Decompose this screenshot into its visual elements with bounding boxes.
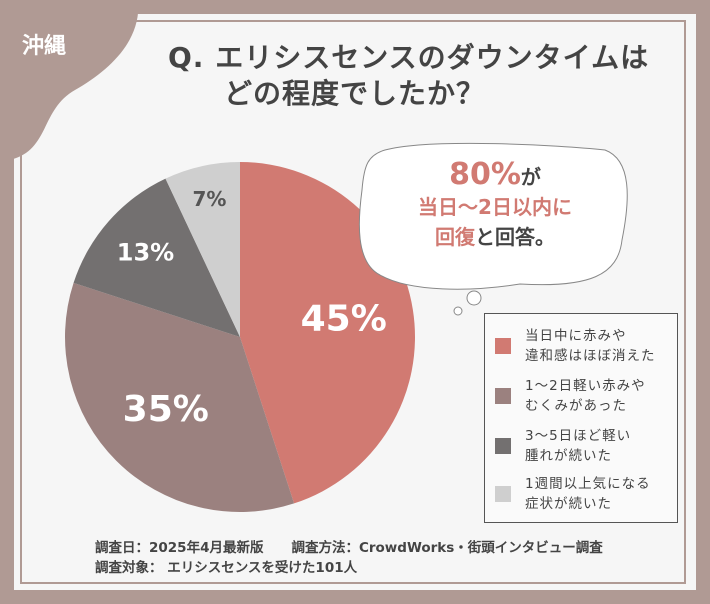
legend-label: 1週間以上気になる <box>525 476 651 492</box>
pie-data-label: 45% <box>301 299 387 340</box>
title-line1: Q. エリシスセンスのダウンタイムは <box>168 41 650 74</box>
legend-swatch <box>495 338 511 354</box>
pie-slice <box>165 162 240 337</box>
legend-swatch <box>495 438 511 454</box>
pie-slice <box>64 282 295 513</box>
legend-swatch <box>495 388 511 404</box>
callout-highlight: 回復 <box>435 225 475 249</box>
survey-footer: 調査日：2025年4月最新版 調査方法：CrowdWorks・街頭インタビュー調査… <box>95 538 631 578</box>
legend-item: 3〜5日ほど軽い 腫れが続いた <box>495 426 631 466</box>
pie-data-label: 35% <box>123 389 209 430</box>
pie-slice <box>73 178 240 337</box>
callout-percent: 80% <box>449 157 521 192</box>
pie-data-label: 13% <box>117 239 174 267</box>
legend-swatch <box>495 486 511 502</box>
legend-label: 症状が続いた <box>525 496 612 512</box>
legend-label: 3〜5日ほど軽い <box>525 428 632 444</box>
callout-line2: 当日〜2日以内に <box>418 195 572 219</box>
legend-item: 1週間以上気になる 症状が続いた <box>495 474 651 514</box>
page-title: Q. エリシスセンスのダウンタイムは どの程度でしたか？ <box>168 40 649 112</box>
legend: 当日中に赤みや違和感はほぼ消えた 1〜2日軽い赤みや むくみがあった 3〜5日ほど… <box>484 313 678 523</box>
callout-text: 80%が 当日〜2日以内に 回復と回答。 <box>380 160 610 252</box>
legend-label: 1〜2日軽い赤みや <box>525 378 646 394</box>
region-corner-tab <box>0 0 139 160</box>
legend-label: 腫れが続いた <box>525 448 612 464</box>
legend-item: 当日中に赤みや違和感はほぼ消えた <box>495 326 656 366</box>
legend-label: 当日中に赤みや <box>525 328 627 344</box>
callout-ga: が <box>520 165 541 189</box>
legend-label: 違和感はほぼ消えた <box>525 348 656 364</box>
pie-data-label: 7% <box>192 187 226 211</box>
survey-target: 調査対象： エリシスセンスを受けた101人 <box>95 560 358 576</box>
callout-line3: と回答。 <box>475 225 555 249</box>
frame-border <box>20 20 686 584</box>
legend-label: むくみがあった <box>525 398 628 414</box>
legend-item: 1〜2日軽い赤みや むくみがあった <box>495 376 646 416</box>
title-line2: どの程度でしたか？ <box>224 77 486 110</box>
region-label: 沖縄 <box>22 34 67 59</box>
survey-date: 調査日：2025年4月最新版 <box>95 540 264 556</box>
survey-method: 調査方法：CrowdWorks・街頭インタビュー調査 <box>291 540 603 556</box>
